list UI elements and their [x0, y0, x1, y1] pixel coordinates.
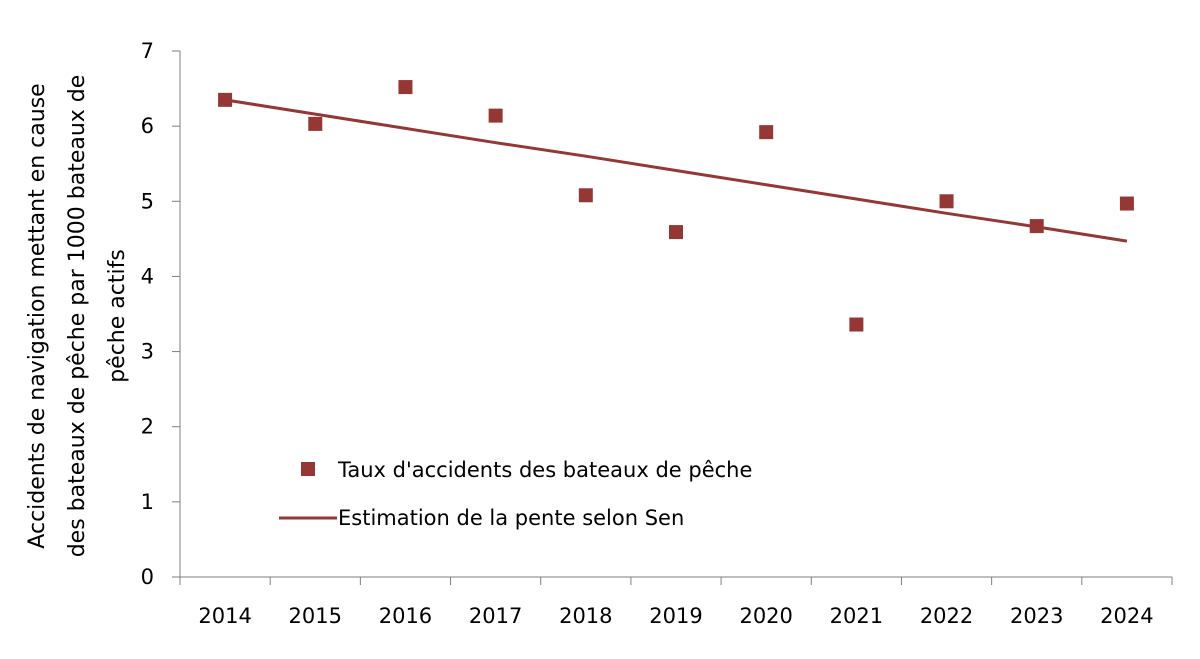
data-point — [669, 225, 683, 240]
x-tick-label: 2017 — [469, 604, 522, 628]
legend: Taux d'accidents des bateaux de pêche Es… — [279, 458, 752, 530]
y-axis-title: Accidents de navigation mettant en cause… — [25, 75, 130, 558]
legend-label-trend: Estimation de la pente selon Sen — [338, 506, 684, 530]
data-point — [849, 317, 864, 332]
data-point — [488, 108, 503, 123]
data-point — [578, 188, 593, 203]
data-points — [218, 80, 1134, 332]
x-tick-label: 2020 — [739, 604, 792, 628]
trend-line-group — [224, 98, 1128, 243]
y-tick-label: 6 — [141, 114, 154, 138]
data-point — [308, 116, 323, 131]
y-tick-label: 2 — [141, 415, 154, 439]
legend-marker-square — [301, 462, 315, 476]
x-tick-label: 2018 — [559, 604, 612, 628]
data-point — [759, 125, 774, 140]
x-tick-label: 2021 — [830, 604, 883, 628]
x-tick-label: 2024 — [1100, 604, 1153, 628]
y-tick-label: 1 — [141, 490, 154, 514]
x-tick-label: 2019 — [649, 604, 702, 628]
x-tick-label: 2015 — [289, 604, 342, 628]
y-ticks: 0 1 2 3 4 5 6 7 — [141, 39, 180, 589]
x-tick-label: 2014 — [198, 604, 251, 628]
data-point — [1029, 219, 1044, 234]
data-point — [939, 194, 954, 209]
x-tick-label: 2022 — [920, 604, 973, 628]
x-ticks: 2014 2015 2016 2017 2018 2019 2020 2021 2022 2023… — [179, 577, 1173, 628]
x-tick-label: 2023 — [1010, 604, 1063, 628]
data-point — [398, 80, 413, 95]
data-point — [1119, 196, 1134, 211]
x-tick-label: 2016 — [379, 604, 432, 628]
y-axis-title-line-2: des bateaux de pêche par 1000 bateaux de — [65, 75, 90, 558]
y-tick-label: 0 — [141, 565, 154, 589]
y-tick-label: 5 — [141, 189, 154, 213]
y-tick-label: 7 — [141, 39, 154, 63]
legend-label-scatter: Taux d'accidents des bateaux de pêche — [337, 458, 752, 482]
sen-slope-line — [224, 98, 1128, 243]
y-tick-label: 4 — [141, 264, 154, 288]
y-axis-title-line-1: Accidents de navigation mettant en cause — [25, 83, 50, 548]
data-point — [218, 92, 233, 107]
y-axis-title-line-3: pêche actifs — [105, 249, 130, 383]
axes — [179, 51, 1172, 578]
y-tick-label: 3 — [141, 340, 154, 364]
